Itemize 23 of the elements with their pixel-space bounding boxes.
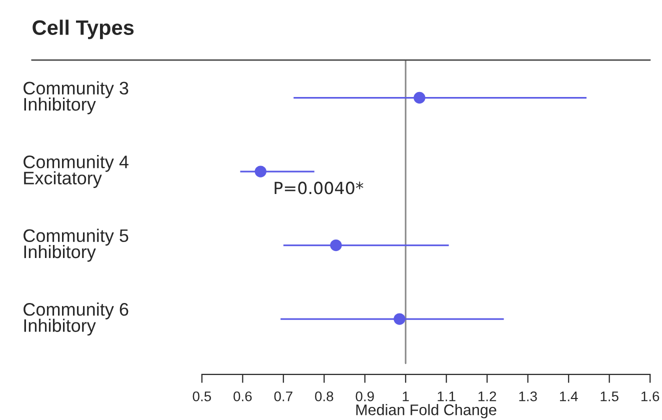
point <box>394 313 406 325</box>
x-tick-label: 1.3 <box>519 391 537 402</box>
chart-title: Cell Types <box>32 20 134 40</box>
point <box>330 239 342 252</box>
y-tick-label: Community 4 Excitatory <box>24 155 128 188</box>
annotation: P=0.0040* <box>274 182 364 194</box>
y-tick-label: Community 3 Inhibitory <box>24 81 128 114</box>
x-tick-label: 1 <box>402 392 409 402</box>
x-tick-label: 0.8 <box>315 391 334 402</box>
x-tick-label: 0.7 <box>274 391 292 402</box>
x-tick-label: 1.6 <box>641 391 660 402</box>
point <box>414 92 426 104</box>
x-tick-label: 0.5 <box>192 391 211 402</box>
x-axis-title: Median Fold Change <box>356 404 496 418</box>
x-tick-label: 1.4 <box>560 392 578 402</box>
x-tick-label: 1.1 <box>438 392 456 402</box>
y-tick-label: Community 6 Inhibitory <box>24 302 128 336</box>
x-tick-label: 0.6 <box>234 391 252 402</box>
x-tick-label: 0.9 <box>356 391 374 402</box>
y-tick-label: Community 5 Inhibitory <box>24 228 128 262</box>
x-tick-label: 1.2 <box>478 391 496 402</box>
x-tick-label: 1.5 <box>600 392 618 402</box>
point <box>254 166 266 178</box>
